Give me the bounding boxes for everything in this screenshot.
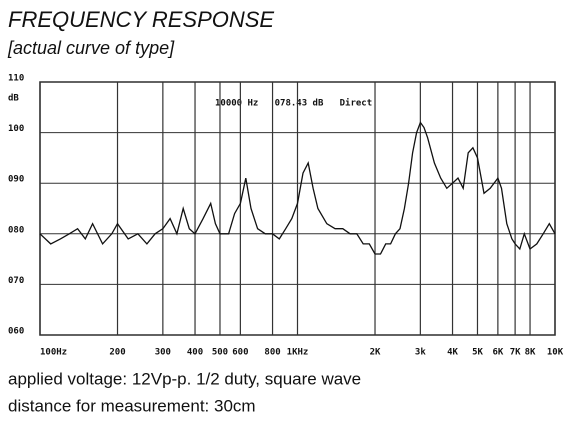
x-tick-label: 5K — [472, 348, 483, 358]
x-tick-label: 100Hz — [40, 348, 67, 358]
x-tick-label: 800 — [264, 348, 280, 358]
x-tick-label: 200 — [109, 348, 125, 358]
y-tick-label: 110 — [8, 74, 24, 84]
y-axis-label: dB — [8, 94, 19, 104]
response-curve — [39, 121, 556, 255]
x-tick-label: 1KHz — [287, 348, 309, 358]
note: distance for measurement: 30cm — [8, 396, 256, 415]
x-tick-label: 600 — [232, 348, 248, 358]
y-tick-label: 090 — [8, 175, 24, 185]
chart-title: FREQUENCY RESPONSE — [8, 7, 274, 32]
x-tick-label: 10K — [547, 348, 564, 358]
x-tick-label: 400 — [187, 348, 203, 358]
y-tick-label: 100 — [8, 124, 24, 134]
annotation: 10000 Hz 078.43 dB Direct — [215, 98, 372, 109]
x-tick-label: 300 — [155, 348, 171, 358]
y-tick-label: 070 — [8, 276, 24, 286]
chart-subtitle: [actual curve of type] — [7, 38, 175, 58]
y-tick-label: 080 — [8, 225, 24, 235]
x-tick-label: 3k — [415, 348, 426, 358]
x-tick-label: 8K — [525, 348, 536, 358]
x-tick-label: 500 — [212, 348, 228, 358]
x-tick-label: 7K — [510, 348, 521, 358]
y-tick-label: 060 — [8, 327, 24, 337]
x-tick-label: 2K — [370, 348, 381, 358]
x-tick-label: 4K — [447, 348, 458, 358]
x-tick-label: 6K — [492, 348, 503, 358]
note: applied voltage: 12Vp-p. 1/2 duty, squar… — [8, 369, 361, 388]
